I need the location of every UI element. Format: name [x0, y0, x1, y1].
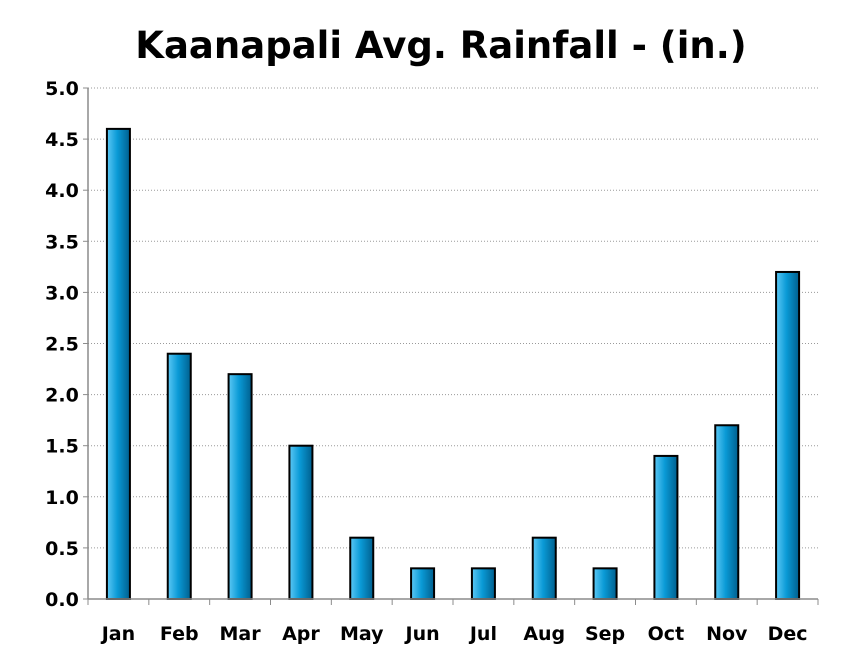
x-tick-label: Nov	[706, 623, 748, 645]
y-tick-label: 0.0	[45, 589, 79, 611]
bar-aug	[531, 536, 557, 600]
y-tick-label: 2.0	[45, 385, 79, 407]
y-tick-label: 1.5	[45, 436, 79, 458]
bar-feb	[166, 352, 192, 600]
bars	[105, 127, 801, 601]
bar-dec	[775, 270, 801, 600]
bar-nov	[714, 424, 740, 601]
x-tick-label: Apr	[282, 623, 320, 645]
x-tick-label: Jul	[468, 623, 497, 645]
x-tick-label: Feb	[160, 623, 199, 645]
bar-mar	[227, 373, 253, 600]
y-tick-label: 2.5	[45, 334, 79, 356]
y-tick-label: 0.5	[45, 538, 79, 560]
bar-apr	[288, 444, 314, 601]
y-tick-label: 3.5	[45, 231, 79, 253]
y-tick-labels: 0.0 0.5 1.0 1.5 2.0 2.5 3.0 3.5 4.0 4.5 5.0	[45, 78, 79, 611]
y-tick-label: 3.0	[45, 282, 79, 304]
x-tick-labels: Jan Feb Mar Apr May Jun Jul Aug Sep Oct Nov Dec	[100, 623, 808, 645]
y-tick-label: 5.0	[45, 78, 79, 100]
y-tick-label: 1.0	[45, 487, 79, 509]
x-tick-label: Dec	[768, 623, 808, 645]
x-tick-label: Oct	[648, 623, 685, 645]
x-tick-label: Jun	[404, 623, 440, 645]
x-tick-label: Mar	[220, 623, 262, 645]
bar-jan	[105, 127, 131, 600]
bar-oct	[653, 454, 679, 601]
y-tick-label: 4.0	[45, 180, 79, 202]
x-tick-label: May	[340, 623, 384, 645]
chart-title: Kaanapali Avg. Rainfall - (in.)	[135, 24, 746, 67]
y-tick-label: 4.5	[45, 129, 79, 151]
bar-sep	[592, 567, 618, 601]
bar-jul	[470, 567, 496, 601]
grid-lines	[88, 87, 818, 549]
x-tick-label: Aug	[523, 623, 565, 645]
bar-may	[349, 536, 375, 600]
axes	[83, 87, 819, 605]
bar-jun	[410, 567, 436, 601]
x-tick-label: Jan	[100, 623, 135, 645]
x-tick-label: Sep	[585, 623, 625, 645]
